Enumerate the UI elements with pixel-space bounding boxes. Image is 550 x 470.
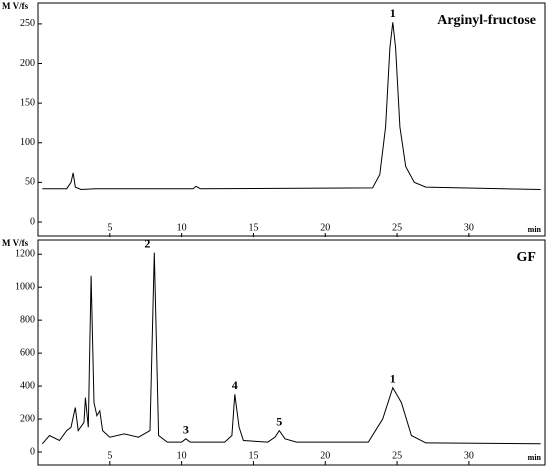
y-tick-label: 250 (20, 18, 35, 29)
y-tick-label: 600 (20, 347, 35, 358)
peak-label: 1 (390, 371, 396, 385)
y-axis-label: M V/fs (2, 1, 29, 11)
y-tick-label: 1200 (15, 249, 35, 260)
x-tick-label: 30 (464, 450, 474, 461)
y-tick-label: 50 (25, 177, 35, 188)
peak-label: 2 (144, 236, 150, 250)
trace (42, 22, 541, 191)
y-tick-label: 150 (20, 97, 35, 108)
x-tick-label: 5 (107, 222, 112, 233)
peak-label: 1 (390, 6, 396, 20)
y-tick-label: 1000 (15, 281, 35, 292)
y-tick-label: 100 (20, 137, 35, 148)
x-tick-label: 25 (392, 450, 402, 461)
peak-label: 5 (276, 414, 282, 428)
panel-frame (37, 2, 546, 237)
y-tick-label: 0 (30, 446, 35, 457)
panel-title: GF (517, 250, 536, 265)
x-tick-label: 10 (177, 222, 187, 233)
x-tick-label: 30 (464, 222, 474, 233)
trace (41, 252, 541, 445)
y-tick-label: 400 (20, 380, 35, 391)
x-tick-label: 15 (248, 222, 258, 233)
x-tick-label: 10 (177, 450, 187, 461)
y-axis-label: M V/fs (2, 238, 29, 248)
panel-frame (37, 239, 546, 466)
y-tick-label: 200 (20, 413, 35, 424)
peak-label: 3 (183, 423, 189, 437)
x-tick-label: 5 (107, 450, 112, 461)
x-tick-label: 20 (320, 222, 330, 233)
x-axis-label: min (528, 225, 542, 234)
peak-label: 4 (232, 378, 238, 392)
x-tick-label: 20 (320, 450, 330, 461)
x-axis-label: min (528, 453, 542, 462)
x-tick-label: 15 (248, 450, 258, 461)
y-tick-label: 0 (30, 216, 35, 227)
y-tick-label: 800 (20, 314, 35, 325)
y-tick-label: 200 (20, 58, 35, 69)
x-tick-label: 25 (392, 222, 402, 233)
panel-title: Arginyl-fructose (437, 13, 536, 28)
